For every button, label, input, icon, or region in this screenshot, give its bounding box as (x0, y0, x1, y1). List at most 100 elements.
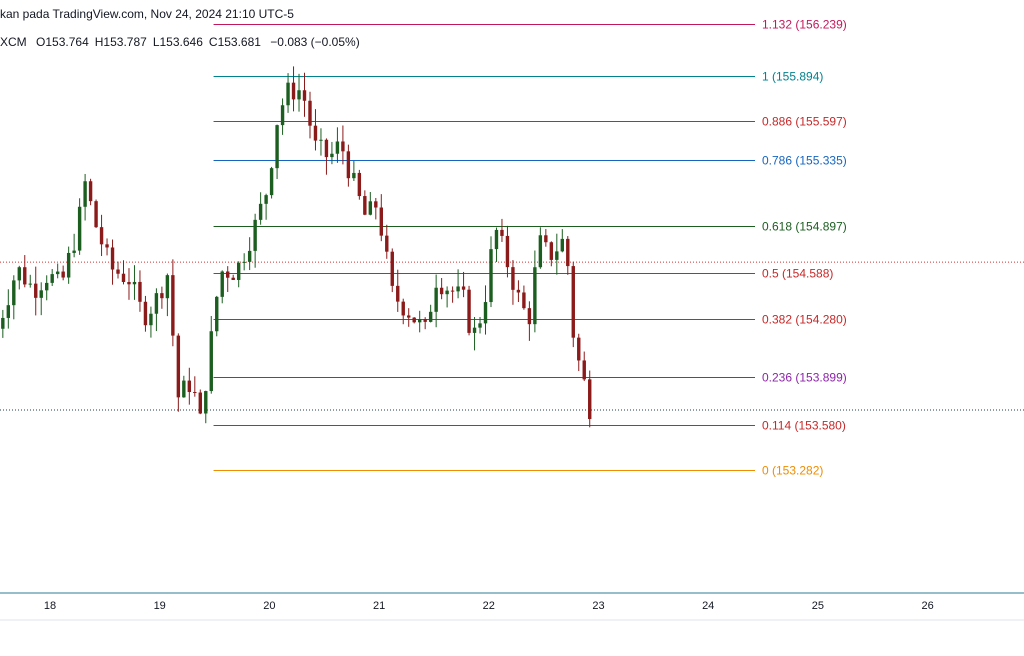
candle-body-92 (500, 229, 504, 236)
candle-body-35 (187, 380, 192, 393)
candle-body-75 (407, 315, 411, 318)
candle-body-48 (258, 203, 263, 220)
candle-body-15 (77, 206, 82, 251)
candle-body-30 (160, 293, 164, 299)
candle-body-61 (330, 153, 334, 158)
x-tick-label-19: 19 (154, 600, 166, 612)
candle-body-66 (357, 172, 362, 197)
candle-body-47 (253, 219, 257, 251)
symbol-tail: XCM (0, 35, 27, 49)
candle-body-9 (45, 282, 49, 291)
candle-body-44 (236, 262, 241, 280)
candle-body-8 (39, 290, 43, 298)
candle-body-67 (363, 196, 367, 215)
candle-body-102 (555, 251, 559, 260)
candle-body-104 (566, 238, 570, 267)
candle-body-4 (17, 267, 21, 281)
candle-body-53 (286, 82, 290, 106)
candle-body-29 (154, 293, 159, 314)
candle-body-87 (472, 327, 477, 333)
candle-body-82 (445, 290, 449, 295)
candle-body-105 (571, 266, 575, 338)
candle-body-23 (121, 273, 126, 282)
candle-body-27 (143, 301, 148, 326)
x-tick-label-24: 24 (702, 600, 714, 612)
candle-body-73 (396, 285, 400, 302)
candle-body-108 (588, 379, 592, 420)
candle-body-40 (215, 296, 219, 332)
candle-body-26 (138, 281, 142, 302)
candle-body-45 (242, 261, 246, 263)
candle-body-84 (456, 286, 460, 292)
candle-body-16 (83, 181, 87, 207)
price-change: −0.083 (−0.05%) (270, 35, 360, 49)
x-tick-label-26: 26 (921, 600, 933, 612)
candle-body-49 (264, 195, 268, 204)
ohlc-legend: XCM O153.764 H153.787 L153.646 C153.681 −0.… (0, 35, 360, 49)
candle-body-79 (428, 311, 433, 322)
candle-body-91 (494, 229, 499, 250)
candle-body-51 (275, 125, 279, 169)
candle-body-86 (467, 289, 471, 333)
time-axis: 1819202122232425262728 (0, 592, 1024, 621)
candle-body-83 (450, 290, 455, 292)
x-tick-label-25: 25 (812, 600, 824, 612)
candle-body-94 (511, 267, 515, 290)
candle-body-60 (324, 139, 329, 158)
x-tick-label-20: 20 (263, 600, 275, 612)
candle-body-21 (110, 247, 115, 270)
candle-body-100 (544, 235, 548, 243)
candle-body-97 (527, 308, 532, 325)
candle-body-71 (385, 235, 389, 252)
candle-body-90 (489, 249, 493, 303)
fib-label-9: 0 (153.282) (762, 464, 823, 478)
candle-body-36 (193, 392, 197, 394)
candle-body-101 (549, 242, 554, 260)
fib-label-7: 0.236 (153.899) (762, 371, 847, 385)
candle-body-76 (412, 317, 416, 323)
candle-body-3 (12, 280, 16, 306)
candle-body-57 (308, 100, 312, 126)
candle-body-81 (439, 287, 444, 295)
candle-body-32 (171, 275, 175, 336)
candle-body-80 (434, 287, 438, 312)
candle-body-37 (198, 392, 202, 414)
candle-body-103 (560, 238, 564, 252)
fib-label-4: 0.618 (154.897) (762, 220, 847, 234)
candle-body-62 (335, 141, 340, 154)
ohlc-high: H153.787 (94, 35, 147, 49)
candle-body-85 (461, 286, 466, 290)
candle-body-89 (483, 302, 488, 324)
candle-body-18 (94, 201, 98, 228)
candle-body-58 (313, 125, 318, 141)
candle-body-107 (582, 360, 586, 380)
candle-body-38 (204, 391, 208, 414)
fibonacci-retracement[interactable]: 1.132 (156.239) 1 (155.894) 0.886 (155.597… (213, 18, 847, 478)
candle-body-63 (341, 141, 345, 152)
candle-body-95 (516, 289, 521, 293)
candle-body-70 (379, 207, 383, 236)
candle-body-46 (247, 250, 252, 262)
candle-body-42 (226, 271, 230, 278)
ohlc-close: C153.681 (208, 35, 261, 49)
x-tick-label-23: 23 (592, 600, 604, 612)
candle-body-43 (231, 277, 235, 280)
candle-body-17 (88, 181, 93, 202)
candle-body-41 (220, 271, 224, 297)
candle-body-68 (368, 201, 373, 215)
ohlc-open: O153.764 (36, 35, 89, 49)
candle-body-31 (165, 275, 170, 299)
candle-body-12 (61, 271, 65, 278)
candle-body-13 (66, 252, 71, 278)
candle-body-11 (55, 271, 60, 275)
candle-body-78 (423, 319, 427, 322)
candle-body-96 (522, 292, 526, 309)
candle-body-5 (23, 267, 27, 285)
fib-label-6: 0.382 (154.280) (762, 313, 847, 327)
candle-body-99 (538, 235, 543, 268)
candle-body-7 (34, 283, 38, 298)
published-caption: kan pada TradingView.com, Nov 24, 2024 2… (0, 7, 294, 21)
fib-label-0: 1.132 (156.239) (762, 18, 847, 32)
candle-body-14 (72, 250, 76, 253)
